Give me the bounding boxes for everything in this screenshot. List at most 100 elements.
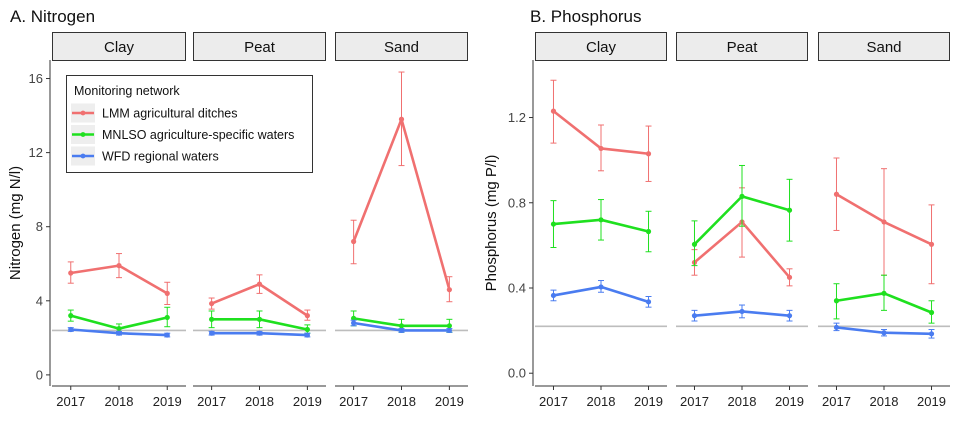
x-tick-label: 2017: [197, 394, 226, 409]
x-tick-label: 2018: [587, 394, 616, 409]
y-tick-label: 4: [36, 293, 43, 308]
x-tick-label: 2019: [435, 394, 464, 409]
x-tick-label: 2019: [634, 394, 663, 409]
data-point: [116, 325, 122, 332]
facet-strip: [818, 32, 950, 61]
series-lmm: [67, 253, 171, 305]
y-tick-label: 0: [36, 367, 43, 382]
facet-strip: [52, 32, 186, 61]
data-point: [351, 238, 357, 245]
data-point: [209, 316, 215, 322]
series-lmm: [833, 157, 935, 285]
data-point: [68, 270, 74, 276]
data-point: [304, 326, 310, 333]
legend-box: [66, 75, 313, 173]
data-point: [645, 299, 652, 305]
data-point: [351, 315, 357, 321]
data-point: [928, 309, 935, 316]
data-point: [256, 281, 263, 287]
series-mnlso: [833, 274, 935, 324]
data-point: [739, 193, 745, 199]
data-point: [68, 313, 74, 319]
x-tick-label: 2018: [105, 394, 134, 409]
data-point: [256, 316, 263, 322]
data-point: [256, 330, 263, 336]
series-wfd: [208, 330, 311, 338]
data-point: [833, 191, 840, 197]
data-point: [550, 108, 557, 114]
data-point: [881, 330, 887, 336]
y-axis-label: Nitrogen (mg N/l): [7, 166, 24, 280]
data-point: [164, 314, 170, 321]
facet-strip-label: Clay: [104, 39, 135, 56]
data-point: [598, 284, 604, 290]
x-tick-label: 2017: [56, 394, 85, 409]
x-tick-label: 2018: [245, 394, 274, 409]
y-tick-label: 16: [29, 71, 43, 86]
x-tick-label: 2017: [539, 394, 568, 409]
data-point: [645, 151, 652, 157]
data-point: [116, 330, 122, 336]
series-lmm: [550, 79, 652, 182]
facet-strip-label: Peat: [244, 39, 276, 56]
data-point: [304, 332, 310, 338]
y-tick-label: 0.0: [508, 366, 526, 381]
series-wfd: [550, 280, 652, 308]
series-lmm: [350, 71, 453, 303]
data-point: [164, 332, 170, 338]
series-wfd: [67, 326, 171, 338]
data-point: [928, 241, 935, 247]
legend-title: Monitoring network: [74, 84, 180, 98]
data-point: [446, 287, 452, 293]
x-tick-label: 2019: [293, 394, 322, 409]
series-mnlso: [208, 310, 311, 334]
facet-strip: [676, 32, 808, 61]
facet-strip-label: Sand: [384, 39, 419, 56]
panel-title: B. Phosphorus: [530, 7, 642, 26]
x-tick-label: 2018: [870, 394, 899, 409]
data-point: [786, 313, 793, 319]
data-point: [550, 292, 557, 299]
series-wfd: [833, 322, 935, 339]
facet-sand: Sand 2017 2018 2019: [335, 32, 468, 409]
data-point: [164, 290, 170, 296]
series-mnlso: [550, 199, 652, 253]
y-tick-label: 0.8: [508, 195, 526, 210]
series-wfd: [350, 319, 453, 334]
data-point: [691, 313, 698, 319]
y-tick-label: 8: [36, 219, 43, 234]
x-tick-label: 2019: [917, 394, 946, 409]
x-tick-label: 2019: [153, 394, 182, 409]
data-point: [351, 320, 357, 326]
data-point: [598, 145, 604, 152]
y-axis-label: Phosphorus (mg P/l): [483, 155, 500, 292]
facet-strip: [193, 32, 326, 61]
legend-entry: LMM agricultural ditches: [102, 107, 237, 121]
x-tick-label: 2017: [822, 394, 851, 409]
facet-strip-label: Peat: [727, 39, 759, 56]
data-point: [881, 219, 887, 225]
panel-b-phosphorus: B. Phosphorus Phosphorus (mg P/l) 0.0 0.4 0.…: [483, 7, 950, 409]
legend-key-point: [80, 132, 86, 137]
data-point: [691, 241, 698, 247]
x-tick-label: 2018: [387, 394, 416, 409]
legend-key-point: [80, 153, 86, 159]
data-point: [398, 327, 405, 334]
data-point: [833, 298, 840, 304]
facet-peat: Peat 2017 2018 2019: [676, 32, 808, 409]
facet-strip-label: Sand: [866, 39, 901, 56]
data-point: [598, 217, 604, 223]
legend-entry: WFD regional waters: [102, 150, 219, 164]
facet-clay: Clay 2017 2018 2019: [535, 32, 667, 409]
panel-a-nitrogen: A. Nitrogen Nitrogen (mg N/l) 0 4 8 12 16 Clay 2…: [7, 7, 468, 409]
series-mnlso: [67, 306, 171, 333]
x-tick-label: 2017: [680, 394, 709, 409]
x-tick-label: 2019: [775, 394, 804, 409]
data-point: [786, 274, 793, 280]
data-point: [786, 207, 793, 213]
facet-strip: [335, 32, 468, 61]
y-tick-label: 1.2: [508, 110, 526, 125]
facet-clay: Clay 2017 2018 2019: [52, 32, 186, 409]
y-tick-label: 12: [29, 145, 43, 160]
data-point: [739, 308, 745, 315]
